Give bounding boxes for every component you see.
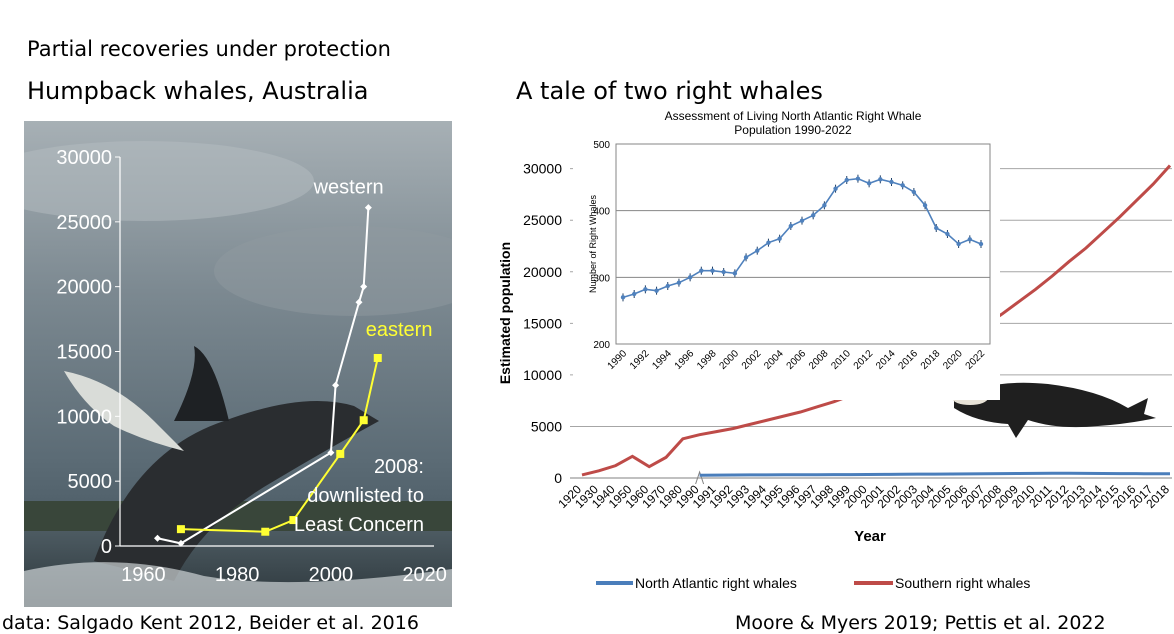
y-tick-label: 15000: [523, 315, 562, 331]
inset-data-point: [766, 240, 771, 245]
inset-data-point: [755, 248, 760, 253]
data-point-western: [177, 539, 185, 547]
axis-break: [695, 470, 705, 485]
inset-y-tick-label: 400: [593, 207, 610, 218]
inset-data-point: [665, 283, 670, 289]
inset-plot-frame: [615, 143, 991, 345]
y-tick-label: 25000: [56, 212, 112, 234]
y-tick-label: 10000: [523, 367, 562, 383]
series-label-eastern: eastern: [366, 319, 433, 341]
y-tick-label: 25000: [523, 212, 562, 228]
y-tick-label: 0: [101, 536, 112, 558]
inset-data-point: [978, 241, 984, 247]
x-tick-label: 1980: [215, 564, 260, 586]
inset-data-point: [922, 203, 928, 208]
left-credit: data: Salgado Kent 2012, Beider et al. 2…: [2, 612, 419, 634]
series-line-north-atlantic: [699, 471, 1170, 477]
whale-photo: [24, 121, 452, 607]
inset-title-line1: Assessment of Living North Atlantic Righ…: [665, 109, 922, 123]
annotation-2008-line1: 2008:: [374, 456, 424, 478]
slide-heading: Partial recoveries under protection: [27, 37, 391, 61]
inset-title-line2: Population 1990-2022: [734, 123, 852, 137]
inset-data-point: [889, 179, 894, 185]
inset-data-point: [687, 275, 693, 280]
y-axis-title: Estimated population: [497, 242, 513, 384]
inset-data-point: [844, 177, 849, 183]
inset-data-point: [777, 236, 782, 241]
inset-data-point: [699, 268, 704, 273]
data-point-western: [327, 449, 335, 457]
inset-data-point: [788, 223, 794, 229]
right-credit: Moore & Myers 2019; Pettis et al. 2022: [735, 612, 1106, 634]
inset-data-point: [631, 291, 637, 297]
y-tick-label: 15000: [56, 342, 112, 364]
inset-data-point: [855, 176, 861, 181]
inset-y-tick-label: 300: [593, 273, 610, 284]
inset-background: [573, 108, 1000, 400]
left-subtitle: Humpback whales, Australia: [27, 77, 369, 105]
inset-data-point: [833, 186, 838, 191]
inset-data-point: [643, 287, 648, 292]
inset-data-point: [822, 203, 827, 208]
data-point-western: [364, 204, 372, 212]
inset-data-point: [654, 288, 659, 293]
data-point-western: [355, 298, 363, 306]
humpback-chart: 0 5000 10000 15000 20000 25000 30000 1960 1980 20…: [24, 121, 452, 607]
inset-y-tick-label: 200: [593, 340, 610, 351]
inset-data-point: [878, 177, 883, 182]
data-point-eastern: [289, 516, 298, 525]
data-point-western: [360, 283, 368, 291]
inset-data-point: [967, 237, 973, 242]
inset-data-point: [743, 255, 749, 260]
inset-data-point: [732, 271, 738, 276]
y-tick-label: 0: [554, 470, 562, 486]
data-point-eastern: [336, 449, 345, 458]
inset-data-point: [721, 269, 726, 275]
inset-data-point: [676, 280, 682, 285]
y-tick-label: 20000: [56, 277, 112, 299]
series-line-eastern: [180, 357, 379, 533]
x-axis-title: Year: [854, 528, 886, 545]
inset-data-point: [799, 218, 805, 223]
data-point-eastern: [261, 527, 270, 536]
inset-y-tick-label: 500: [593, 140, 610, 151]
inset-data-point: [934, 225, 939, 231]
y-tick-label: 10000: [56, 406, 112, 428]
inset-data-point: [620, 295, 626, 300]
series-label-western: western: [313, 176, 384, 198]
inset-chart: Assessment of Living North Atlantic Righ…: [573, 108, 1000, 400]
annotation-2008-line3: Least Concern: [294, 514, 424, 536]
inset-data-point: [866, 181, 872, 186]
inset-data-point: [900, 183, 905, 188]
inset-data-point: [956, 241, 961, 247]
inset-data-point: [710, 268, 715, 273]
data-point-western: [153, 534, 161, 542]
data-point-eastern: [373, 353, 382, 362]
x-tick-label: 2000: [309, 564, 354, 586]
x-tick-label: 1960: [121, 564, 166, 586]
x-tick-label: 2020: [402, 564, 447, 586]
y-tick-label: 30000: [56, 147, 112, 169]
right-subtitle: A tale of two right whales: [516, 77, 823, 105]
legend-label-southern: Southern right whales: [895, 575, 1030, 591]
legend-label-north-atlantic: North Atlantic right whales: [635, 575, 797, 591]
y-tick-label: 20000: [523, 264, 562, 280]
inset-data-point: [911, 189, 917, 195]
data-point-eastern: [176, 525, 185, 534]
inset-data-point: [810, 213, 816, 218]
right-whales-chart: 0500010000150002000025000300001920193019…: [497, 108, 1172, 591]
y-tick-label: 5000: [68, 471, 113, 493]
data-point-western: [332, 381, 340, 389]
y-tick-label: 30000: [523, 161, 562, 177]
annotation-2008-line2: downlisted to: [307, 485, 424, 507]
inset-y-axis-title: Number of Right Whales: [588, 194, 598, 293]
y-tick-label: 5000: [531, 418, 562, 434]
data-point-eastern: [359, 416, 368, 425]
inset-data-point: [945, 231, 950, 237]
